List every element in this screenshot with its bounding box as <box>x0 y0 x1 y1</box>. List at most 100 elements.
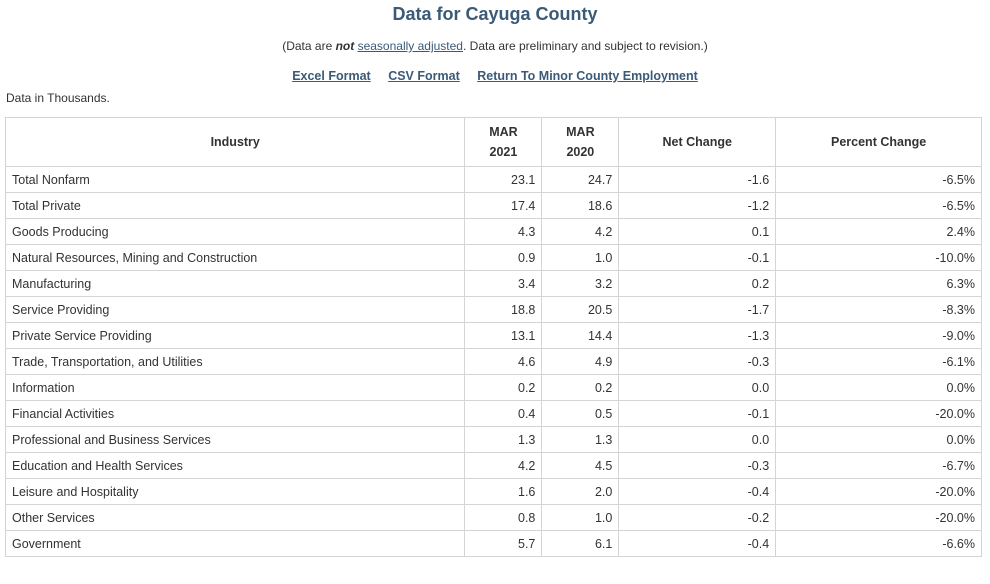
mar-2020-cell: 20.5 <box>541 296 620 323</box>
notice-prefix: (Data are <box>282 39 336 53</box>
notice-suffix: . Data are preliminary and subject to re… <box>462 39 708 53</box>
mar-2021-cell: 3.4 <box>464 270 543 297</box>
table-row: Financial Activities 0.4 0.5 -0.1 -20.0% <box>4 400 982 427</box>
mar-2021-cell: 13.1 <box>464 322 543 349</box>
mar-2021-cell: 0.4 <box>464 400 543 427</box>
mar-2021-cell: 1.6 <box>464 478 543 505</box>
industry-cell: Service Providing <box>4 296 466 323</box>
net-change-cell: -0.1 <box>618 244 777 271</box>
industry-cell: Information <box>4 374 466 401</box>
industry-cell: Trade, Transportation, and Utilities <box>4 348 466 375</box>
table-row: Manufacturing 3.4 3.2 0.2 6.3% <box>4 270 982 297</box>
net-change-cell: 0.0 <box>618 374 777 401</box>
industry-cell: Professional and Business Services <box>4 426 466 453</box>
percent-change-cell: -20.0% <box>775 504 982 531</box>
net-change-cell: -1.7 <box>618 296 777 323</box>
percent-change-cell: -20.0% <box>775 400 982 427</box>
mar-2021-cell: 5.7 <box>464 530 543 557</box>
industry-cell: Financial Activities <box>4 400 466 427</box>
format-links: Excel Format CSV Format Return To Minor … <box>0 69 990 83</box>
mar-2021-cell: 4.2 <box>464 452 543 479</box>
table-row: Total Private 17.4 18.6 -1.2 -6.5% <box>4 192 982 219</box>
mar-2020-cell: 2.0 <box>541 478 620 505</box>
mar-2021-cell: 23.1 <box>464 166 543 193</box>
net-change-cell: 0.0 <box>618 426 777 453</box>
table-row: Service Providing 18.8 20.5 -1.7 -8.3% <box>4 296 982 323</box>
mar-2020-cell: 1.0 <box>541 504 620 531</box>
mar-2020-cell: 3.2 <box>541 270 620 297</box>
mar-2021-cell: 4.6 <box>464 348 543 375</box>
industry-cell: Goods Producing <box>4 218 466 245</box>
net-change-cell: -1.3 <box>618 322 777 349</box>
net-change-cell: -0.3 <box>618 348 777 375</box>
industry-cell: Total Private <box>4 192 466 219</box>
excel-format-link[interactable]: Excel Format <box>292 69 371 83</box>
industry-cell: Government <box>4 530 466 557</box>
percent-change-cell: -8.3% <box>775 296 982 323</box>
percent-change-cell: -6.5% <box>775 192 982 219</box>
mar-2021-cell: 17.4 <box>464 192 543 219</box>
header-mar-2020: MAR 2020 <box>541 117 620 167</box>
net-change-cell: -0.3 <box>618 452 777 479</box>
table-row: Total Nonfarm 23.1 24.7 -1.6 -6.5% <box>4 166 982 193</box>
mar-2020-cell: 4.5 <box>541 452 620 479</box>
net-change-cell: -1.6 <box>618 166 777 193</box>
table-row: Private Service Providing 13.1 14.4 -1.3 -9.… <box>4 322 982 349</box>
mar-2020-cell: 4.2 <box>541 218 620 245</box>
table-row: Natural Resources, Mining and Constructi… <box>4 244 982 271</box>
industry-cell: Education and Health Services <box>4 452 466 479</box>
net-change-cell: -1.2 <box>618 192 777 219</box>
mar-2020-cell: 1.0 <box>541 244 620 271</box>
data-notice: (Data are not seasonally adjusted. Data … <box>0 39 990 53</box>
industry-cell: Natural Resources, Mining and Constructi… <box>4 244 466 271</box>
table-row: Goods Producing 4.3 4.2 0.1 2.4% <box>4 218 982 245</box>
mar-2021-cell: 0.2 <box>464 374 543 401</box>
percent-change-cell: -6.6% <box>775 530 982 557</box>
mar-2020-cell: 4.9 <box>541 348 620 375</box>
header-col2-month: MAR <box>566 125 595 139</box>
header-col2-year: 2020 <box>566 145 595 159</box>
mar-2020-cell: 24.7 <box>541 166 620 193</box>
page-title: Data for Cayuga County <box>392 4 598 24</box>
header-mar-2021: MAR 2021 <box>464 117 543 167</box>
net-change-cell: 0.2 <box>618 270 777 297</box>
notice-not: not <box>335 39 355 53</box>
mar-2021-cell: 0.8 <box>464 504 543 531</box>
table-row: Government 5.7 6.1 -0.4 -6.6% <box>4 530 982 557</box>
mar-2021-cell: 0.9 <box>464 244 543 271</box>
csv-format-link[interactable]: CSV Format <box>388 69 460 83</box>
mar-2021-cell: 18.8 <box>464 296 543 323</box>
header-industry: Industry <box>4 117 466 167</box>
industry-cell: Other Services <box>4 504 466 531</box>
industry-cell: Total Nonfarm <box>4 166 466 193</box>
net-change-cell: -0.1 <box>618 400 777 427</box>
return-to-minor-county-link[interactable]: Return To Minor County Employment <box>477 69 698 83</box>
header-percent-change: Percent Change <box>775 117 982 167</box>
table-row: Professional and Business Services 1.3 1.3… <box>4 426 982 453</box>
mar-2020-cell: 6.1 <box>541 530 620 557</box>
employment-table: Industry MAR 2021 MAR 2020 Net Change Perc… <box>4 117 982 557</box>
header-col1-month: MAR <box>489 125 518 139</box>
industry-cell: Private Service Providing <box>4 322 466 349</box>
percent-change-cell: 2.4% <box>775 218 982 245</box>
mar-2020-cell: 0.5 <box>541 400 620 427</box>
units-note: Data in Thousands. <box>6 91 110 105</box>
percent-change-cell: -6.1% <box>775 348 982 375</box>
net-change-cell: -0.4 <box>618 530 777 557</box>
table-row: Leisure and Hospitality 1.6 2.0 -0.4 -20.0% <box>4 478 982 505</box>
mar-2020-cell: 18.6 <box>541 192 620 219</box>
percent-change-cell: -6.5% <box>775 166 982 193</box>
mar-2020-cell: 1.3 <box>541 426 620 453</box>
header-col1-year: 2021 <box>489 145 518 159</box>
mar-2021-cell: 1.3 <box>464 426 543 453</box>
net-change-cell: -0.4 <box>618 478 777 505</box>
percent-change-cell: 6.3% <box>775 270 982 297</box>
table-row: Education and Health Services 4.2 4.5 -0.3-… <box>4 452 982 479</box>
net-change-cell: -0.2 <box>618 504 777 531</box>
percent-change-cell: -20.0% <box>775 478 982 505</box>
net-change-cell: 0.1 <box>618 218 777 245</box>
table-header-row: Industry MAR 2021 MAR 2020 Net Change Perc… <box>4 117 982 167</box>
seasonally-adjusted-link[interactable]: seasonally adjusted <box>357 39 463 53</box>
percent-change-cell: -6.7% <box>775 452 982 479</box>
mar-2020-cell: 14.4 <box>541 322 620 349</box>
